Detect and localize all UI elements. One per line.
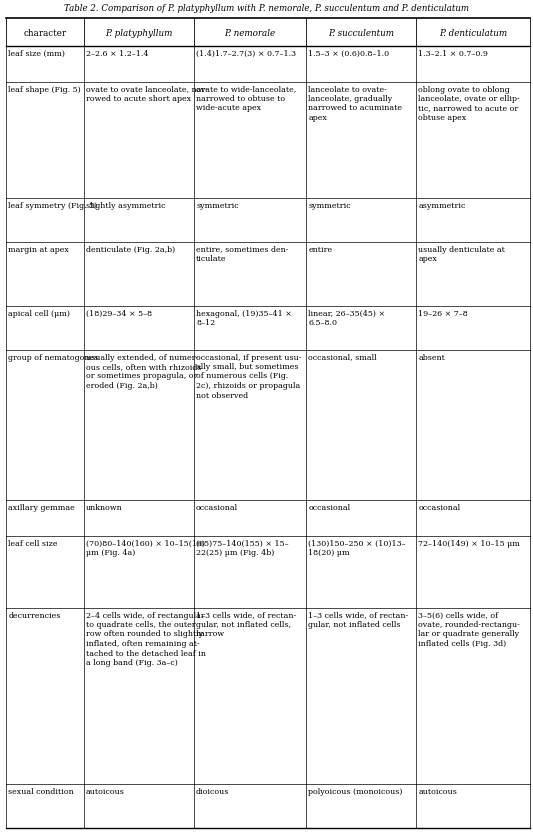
Text: 1.3–2.1 × 0.7–0.9: 1.3–2.1 × 0.7–0.9 — [418, 49, 488, 58]
Text: unknown: unknown — [86, 503, 123, 511]
Text: occasional, if present usu-
ally small, but sometimes
of numerous cells (Fig.
2c: occasional, if present usu- ally small, … — [196, 353, 302, 399]
Text: 2–4 cells wide, of rectangular
to quadrate cells, the outer
row often rounded to: 2–4 cells wide, of rectangular to quadra… — [86, 611, 206, 666]
Text: ovate to ovate lanceolate, nar-
rowed to acute short apex: ovate to ovate lanceolate, nar- rowed to… — [86, 85, 208, 103]
Text: P. denticulatum: P. denticulatum — [439, 28, 507, 38]
Text: dioicous: dioicous — [196, 787, 230, 794]
Text: 1–3 cells wide, of rectan-
gular, not inflated cells,
narrow: 1–3 cells wide, of rectan- gular, not in… — [196, 611, 296, 638]
Text: P. platyphyllum: P. platyphyllum — [105, 28, 172, 38]
Text: occasional: occasional — [418, 503, 461, 511]
Text: sexual condition: sexual condition — [9, 787, 74, 794]
Text: 19–26 × 7–8: 19–26 × 7–8 — [418, 309, 468, 317]
Text: P. nemorale: P. nemorale — [224, 28, 275, 38]
Text: axillary gemmae: axillary gemmae — [9, 503, 75, 511]
Text: character: character — [23, 28, 66, 38]
Text: entire: entire — [308, 245, 333, 253]
Text: P. succulentum: P. succulentum — [328, 28, 394, 38]
Text: 1.5–3 × (0.6)0.8–1.0: 1.5–3 × (0.6)0.8–1.0 — [308, 49, 389, 58]
Text: decurrencies: decurrencies — [9, 611, 61, 619]
Text: leaf size (mm): leaf size (mm) — [9, 49, 66, 58]
Text: 72–140(149) × 10–15 μm: 72–140(149) × 10–15 μm — [418, 539, 520, 547]
Text: (65)75–140(155) × 15–
22(25) μm (Fig. 4b): (65)75–140(155) × 15– 22(25) μm (Fig. 4b… — [196, 539, 289, 556]
Text: oblong ovate to oblong
lanceolate, ovate or ellip-
tic, narrowed to acute or
obt: oblong ovate to oblong lanceolate, ovate… — [418, 85, 520, 122]
Text: 2–2.6 × 1.2–1.4: 2–2.6 × 1.2–1.4 — [86, 49, 149, 58]
Text: absent: absent — [418, 353, 445, 361]
Text: asymmetric: asymmetric — [418, 201, 466, 209]
Text: apical cell (μm): apical cell (μm) — [9, 309, 70, 317]
Text: lanceolate to ovate-
lanceolate, gradually
narrowed to acuminate
apex: lanceolate to ovate- lanceolate, gradual… — [308, 85, 402, 122]
Text: 1–3 cells wide, of rectan-
gular, not inflated cells: 1–3 cells wide, of rectan- gular, not in… — [308, 611, 408, 628]
Text: (70)80–140(160) × 10–15(16)
μm (Fig. 4a): (70)80–140(160) × 10–15(16) μm (Fig. 4a) — [86, 539, 205, 556]
Text: ovate to wide-lanceolate,
narrowed to obtuse to
wide-acute apex: ovate to wide-lanceolate, narrowed to ob… — [196, 85, 296, 112]
Text: symmetric: symmetric — [196, 201, 239, 209]
Text: occasional: occasional — [196, 503, 238, 511]
Text: margin at apex: margin at apex — [9, 245, 69, 253]
Text: entire, sometimes den-
ticulate: entire, sometimes den- ticulate — [196, 245, 288, 263]
Text: Table 2. Comparison of P. platyphyllum with P. nemorale, P. succulentum and P. d: Table 2. Comparison of P. platyphyllum w… — [64, 4, 469, 13]
Text: leaf shape (Fig. 5): leaf shape (Fig. 5) — [9, 85, 81, 94]
Text: 3–5(6) cells wide, of
ovate, rounded-rectangu-
lar or quadrate generally
inflate: 3–5(6) cells wide, of ovate, rounded-rec… — [418, 611, 520, 647]
Text: (1.4)1.7–2.7(3) × 0.7–1.3: (1.4)1.7–2.7(3) × 0.7–1.3 — [196, 49, 296, 58]
Text: leaf symmetry (Fig. 5): leaf symmetry (Fig. 5) — [9, 201, 98, 209]
Text: autoicous: autoicous — [418, 787, 457, 794]
Text: occasional: occasional — [308, 503, 350, 511]
Text: usually denticulate at
apex: usually denticulate at apex — [418, 245, 505, 263]
Text: denticulate (Fig. 2a,b): denticulate (Fig. 2a,b) — [86, 245, 175, 253]
Text: leaf cell size: leaf cell size — [9, 539, 58, 547]
Text: polyoicous (monoicous): polyoicous (monoicous) — [308, 787, 403, 794]
Text: slightly asymmetric: slightly asymmetric — [86, 201, 166, 209]
Text: (18)29–34 × 5–8: (18)29–34 × 5–8 — [86, 309, 152, 317]
Text: symmetric: symmetric — [308, 201, 351, 209]
Text: group of nematogones: group of nematogones — [9, 353, 99, 361]
Text: hexagonal, (19)35–41 ×
8–12: hexagonal, (19)35–41 × 8–12 — [196, 309, 292, 327]
Text: (130)150–250 × (10)13–
18(20) μm: (130)150–250 × (10)13– 18(20) μm — [308, 539, 406, 556]
Text: linear, 26–35(45) ×
6.5–8.0: linear, 26–35(45) × 6.5–8.0 — [308, 309, 385, 327]
Text: autoicous: autoicous — [86, 787, 125, 794]
Text: occasional, small: occasional, small — [308, 353, 377, 361]
Text: usually extended, of numer-
ous cells, often with rhizoids
or sometimes propagul: usually extended, of numer- ous cells, o… — [86, 353, 201, 390]
